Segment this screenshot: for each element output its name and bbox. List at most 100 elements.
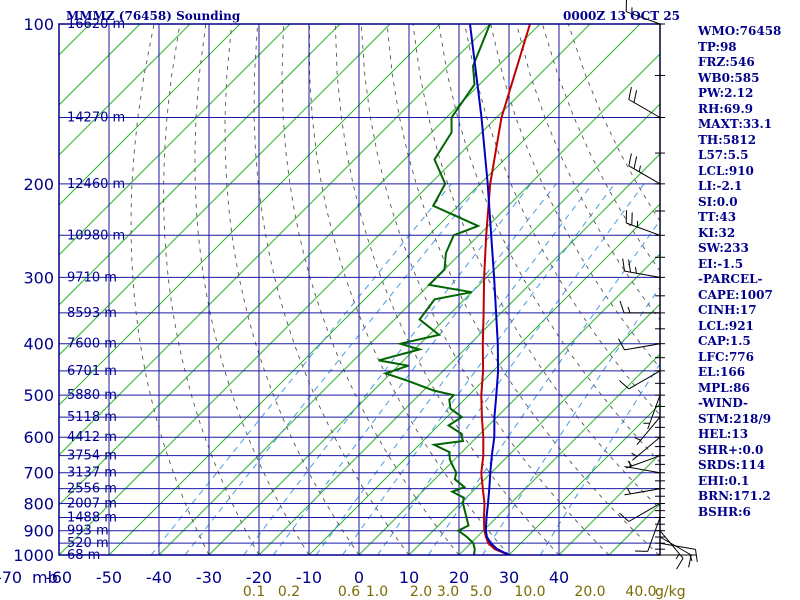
index-item: KI:32 xyxy=(698,225,736,240)
sounding-time: 0000Z 13 OCT 25 xyxy=(563,9,681,23)
wind-barb xyxy=(622,258,661,278)
height-label: 5118 m xyxy=(67,410,117,425)
index-item: TH:5812 xyxy=(698,132,757,147)
index-item: WMO:76458 xyxy=(698,24,782,38)
index-item: LFC:776 xyxy=(698,349,754,364)
wind-barb xyxy=(619,300,660,314)
isotherm-line xyxy=(59,24,191,156)
dry-adiabat-line xyxy=(194,24,310,555)
height-label: 993 m xyxy=(67,524,109,539)
index-item: SW:233 xyxy=(698,241,749,255)
pressure-tick-label: 400 xyxy=(23,335,54,354)
index-item: FRZ:546 xyxy=(698,55,755,69)
isotherm-line xyxy=(59,24,491,456)
height-label: 7600 m xyxy=(67,337,117,352)
wind-barb xyxy=(659,536,692,568)
wind-barb xyxy=(643,395,661,430)
height-label: 4412 m xyxy=(67,430,117,445)
isotherm-line xyxy=(59,24,591,555)
mixing-ratio-label: 0.1 xyxy=(243,584,265,600)
isotherm-line xyxy=(108,24,641,555)
height-label: 6701 m xyxy=(67,364,117,379)
pressure-tick-label: 700 xyxy=(23,464,54,483)
index-item: CAPE:1007 xyxy=(698,287,773,302)
temperature-tick-label: 0 xyxy=(354,568,364,587)
wind-barb xyxy=(619,503,661,522)
temperature-tick-label: -50 xyxy=(96,568,122,587)
index-item: -PARCEL- xyxy=(698,272,763,286)
pressure-tick-label: 100 xyxy=(23,15,54,34)
mixing-ratio-line xyxy=(482,286,660,555)
temperature-tick-label: -10 xyxy=(296,568,322,587)
index-item: BRN:171.2 xyxy=(698,489,771,503)
mixing-ratio-label: 0.2 xyxy=(278,584,300,600)
wind-barb xyxy=(634,416,661,446)
height-label: 2556 m xyxy=(67,482,117,497)
isotherm-line xyxy=(558,453,660,555)
pressure-tick-label: 900 xyxy=(23,522,54,541)
index-item: EI:-1.5 xyxy=(698,256,744,271)
wind-barb xyxy=(618,338,661,351)
height-label: 68 m xyxy=(67,548,100,563)
height-label: 9710 m xyxy=(67,270,117,285)
isotherm-line xyxy=(508,403,660,555)
pressure-tick-label: 300 xyxy=(23,268,54,287)
index-item: PW:2.12 xyxy=(698,86,754,100)
index-item: SHR+:0.0 xyxy=(698,442,764,457)
height-label: 14270 m xyxy=(67,111,125,126)
index-item: HEL:13 xyxy=(698,427,749,441)
index-item: MPL:86 xyxy=(698,380,750,395)
height-label: 16620 m xyxy=(67,17,125,32)
isotherm-line xyxy=(158,53,660,555)
index-item: TP:98 xyxy=(698,39,737,54)
wind-barb xyxy=(659,542,698,562)
wind-barb xyxy=(631,436,661,461)
mixing-ratio-line xyxy=(184,183,481,555)
temperature-tick-label: 40 xyxy=(549,568,569,587)
series-temperature-line xyxy=(480,24,531,555)
temperature-tick-label: -70 xyxy=(0,568,22,587)
wind-barb xyxy=(628,86,661,118)
isotherm-line xyxy=(59,24,441,406)
dry-adiabat-line xyxy=(334,24,560,555)
wind-barb xyxy=(625,210,661,236)
temperature-tick-label: -20 xyxy=(246,568,272,587)
indices-panel: WMO:76458 TP:98 FRZ:546 WB0:585 PW:2.12 RH:69… xyxy=(698,24,798,520)
height-label: 3754 m xyxy=(67,449,117,464)
index-item: LI:-2.1 xyxy=(698,179,743,193)
plot-area xyxy=(59,24,660,555)
series-dewpoint-line xyxy=(378,24,491,555)
wind-barb xyxy=(626,455,661,469)
mixing-ratio-unit: g/kg xyxy=(655,584,686,600)
series-parcel-line xyxy=(469,24,510,555)
index-item: EHI:0.1 xyxy=(698,473,750,488)
pressure-tick-label: 1000 xyxy=(13,546,54,565)
height-label: 2007 m xyxy=(67,497,117,512)
index-item: CINH:17 xyxy=(698,303,757,317)
temperature-tick-label: -40 xyxy=(146,568,172,587)
temperature-tick-label: -60 xyxy=(46,568,72,587)
mixing-ratio-label: 2.0 xyxy=(410,584,432,600)
temperature-tick-label: 20 xyxy=(449,568,469,587)
isotherm-line xyxy=(59,24,541,506)
index-item: TT:43 xyxy=(698,210,737,224)
isotherm-line xyxy=(59,24,241,206)
isotherm-line xyxy=(308,203,660,555)
index-item: LCL:910 xyxy=(698,163,754,178)
dry-adiabat-line xyxy=(360,24,610,555)
station-title: MMMZ (76458) Sounding xyxy=(66,9,241,23)
height-label: 1488 m xyxy=(67,511,117,526)
temperature-tick-label: 30 xyxy=(499,568,519,587)
wind-barb xyxy=(628,153,661,185)
temperature-tick-label: 10 xyxy=(399,568,419,587)
isotherm-line xyxy=(458,353,660,555)
index-item: SI:0.0 xyxy=(698,194,738,209)
pressure-tick-label: 500 xyxy=(23,386,54,405)
index-item: CAP:1.5 xyxy=(698,334,751,348)
pressure-tick-label: 800 xyxy=(23,495,54,514)
index-item: MAXT:33.1 xyxy=(698,117,773,131)
x-unit-label: mb xyxy=(32,568,58,587)
index-item: SRDS:114 xyxy=(698,458,766,472)
isotherm-line xyxy=(408,303,660,555)
